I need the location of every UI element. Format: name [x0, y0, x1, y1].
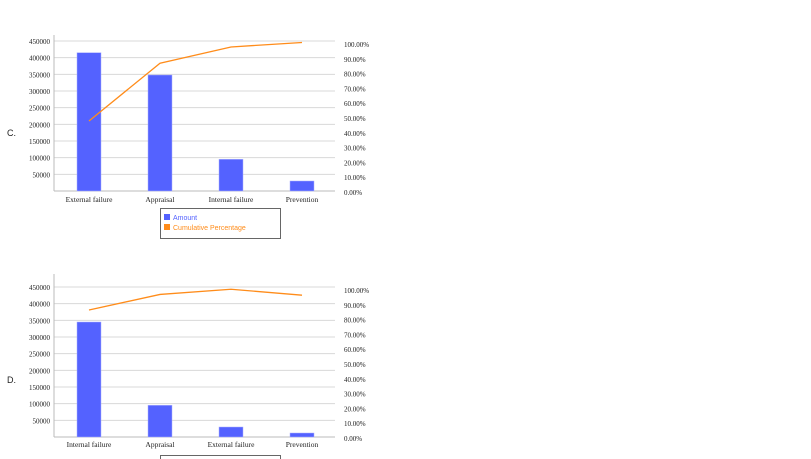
- category-label: External failure: [208, 440, 256, 449]
- legend-swatch: [164, 224, 170, 230]
- category-label: Prevention: [286, 440, 319, 449]
- option-c-label: C.: [7, 128, 16, 138]
- right-axis-tick-label: 70.00%: [344, 85, 366, 93]
- category-label: Internal failure: [67, 440, 112, 449]
- left-axis-tick-label: 200000: [29, 367, 51, 375]
- category-label: Appraisal: [145, 440, 174, 449]
- bar-external-failure: [76, 52, 102, 192]
- left-axis-tick-label: 250000: [29, 105, 51, 113]
- bar-prevention: [289, 180, 315, 192]
- option-d-label: D.: [7, 375, 16, 385]
- legend-entry: Amount: [173, 215, 197, 222]
- category-label: Appraisal: [145, 195, 174, 204]
- right-axis-tick-label: 60.00%: [344, 100, 366, 108]
- left-axis-tick-label: 150000: [29, 138, 51, 146]
- bar-prevention: [289, 432, 315, 438]
- right-axis-tick-label: 40.00%: [344, 376, 366, 384]
- right-axis-tick-label: 100.00%: [344, 287, 369, 295]
- cumulative-percentage-line: [88, 288, 303, 311]
- bar-internal-failure: [218, 159, 244, 192]
- right-axis-tick-label: 20.00%: [344, 405, 366, 413]
- left-axis-tick-label: 100000: [29, 155, 51, 163]
- right-axis-tick-label: 40.00%: [344, 130, 366, 138]
- right-axis-tick-label: 90.00%: [344, 56, 366, 64]
- bar-appraisal: [147, 405, 173, 438]
- left-axis-tick-label: 300000: [29, 334, 51, 342]
- right-axis-tick-label: 30.00%: [344, 391, 366, 399]
- right-axis-tick-label: 20.00%: [344, 159, 366, 167]
- left-axis-tick-label: 50000: [33, 417, 51, 425]
- left-axis-tick-label: 450000: [29, 284, 51, 292]
- legend-entry: Cumulative Percentage: [173, 225, 246, 232]
- right-axis-tick-label: 60.00%: [344, 346, 366, 354]
- legend-box: [160, 208, 281, 239]
- legend-swatch: [164, 214, 170, 220]
- right-axis-tick-label: 90.00%: [344, 302, 366, 310]
- right-axis-tick-label: 10.00%: [344, 174, 366, 182]
- category-label: External failure: [66, 195, 114, 204]
- left-axis-tick-label: 300000: [29, 88, 51, 96]
- left-axis-tick-label: 400000: [29, 55, 51, 63]
- right-axis-tick-label: 30.00%: [344, 145, 366, 153]
- left-axis-tick-label: 450000: [29, 38, 51, 46]
- right-axis-tick-label: 50.00%: [344, 361, 366, 369]
- right-axis-tick-label: 80.00%: [344, 317, 366, 325]
- cumulative-percentage-line: [88, 41, 303, 122]
- right-axis-tick-label: 70.00%: [344, 331, 366, 339]
- right-axis-tick-label: 10.00%: [344, 420, 366, 428]
- left-axis-tick-label: 400000: [29, 301, 51, 309]
- left-axis-tick-label: 200000: [29, 121, 51, 129]
- left-axis-tick-label: 100000: [29, 401, 51, 409]
- left-axis-tick-label: 250000: [29, 351, 51, 359]
- right-axis-tick-label: 50.00%: [344, 115, 366, 123]
- right-axis-tick-label: 0.00%: [344, 189, 362, 197]
- left-axis-tick-label: 350000: [29, 317, 51, 325]
- category-label: Internal failure: [209, 195, 254, 204]
- category-label: Prevention: [286, 195, 319, 204]
- right-axis-tick-label: 100.00%: [344, 41, 369, 49]
- left-axis-tick-label: 50000: [33, 171, 51, 179]
- right-axis-tick-label: 0.00%: [344, 435, 362, 443]
- left-axis-tick-label: 150000: [29, 384, 51, 392]
- right-axis-tick-label: 80.00%: [344, 71, 366, 79]
- legend-box: [160, 455, 281, 459]
- left-axis-tick-label: 350000: [29, 71, 51, 79]
- bar-appraisal: [147, 74, 173, 192]
- bar-external-failure: [218, 426, 244, 438]
- bar-internal-failure: [76, 321, 102, 438]
